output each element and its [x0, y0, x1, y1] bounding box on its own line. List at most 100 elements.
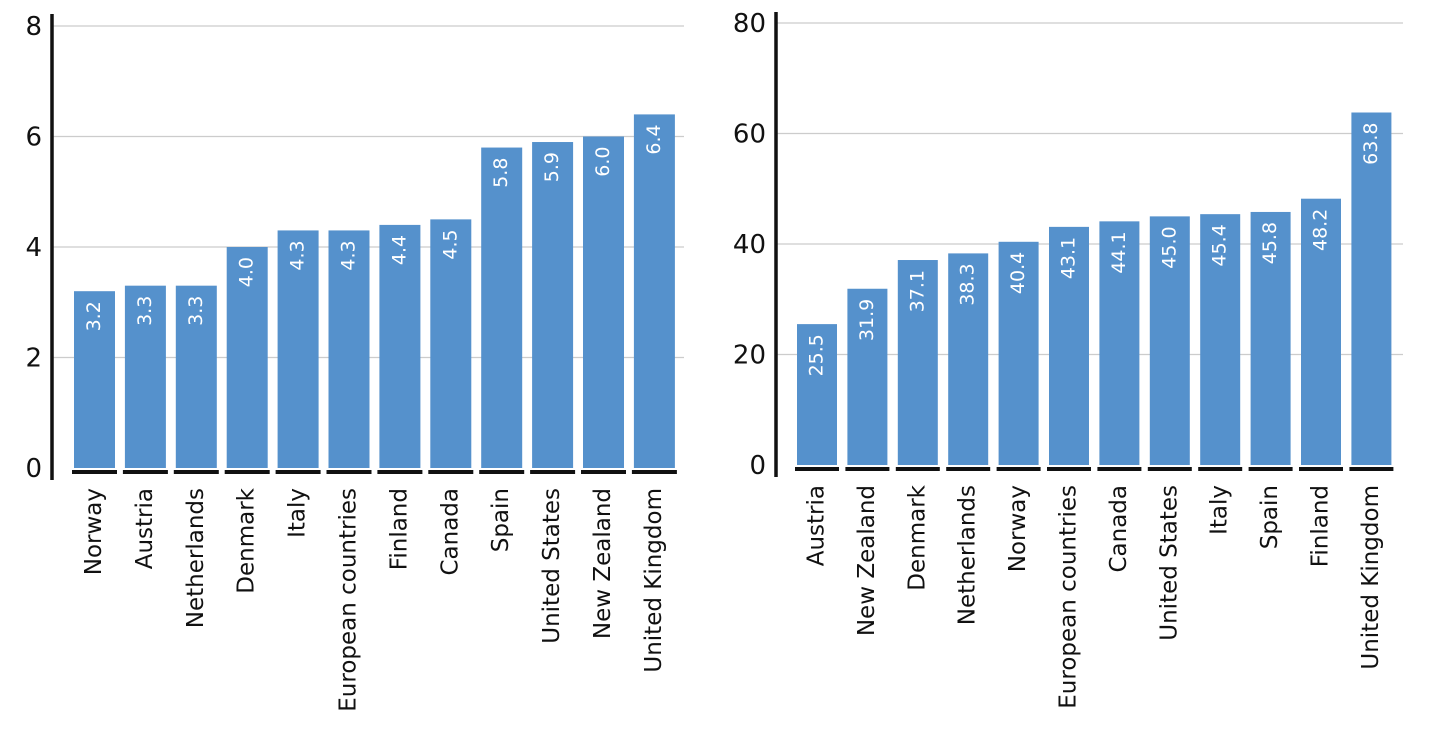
- bar-value-label: 6.0: [592, 147, 614, 177]
- bar-value-label: 6.4: [643, 124, 665, 154]
- bar-value-label: 63.8: [1360, 123, 1382, 165]
- bar-value-label: 43.1: [1058, 237, 1080, 279]
- bar: [481, 147, 523, 469]
- baseline-segment: [1299, 467, 1343, 471]
- bar: [797, 324, 837, 465]
- baseline-segment: [795, 467, 839, 471]
- category-label: European countries: [336, 488, 362, 712]
- category-label: United States: [1156, 485, 1182, 641]
- baseline-segment: [173, 470, 219, 474]
- bar: [998, 241, 1039, 465]
- bar-value-label: 44.1: [1108, 231, 1130, 273]
- bar-value-label: 3.3: [185, 296, 207, 326]
- bar: [430, 219, 472, 468]
- y-tick-label: 40: [733, 230, 766, 260]
- category-label: Norway: [1005, 485, 1031, 572]
- right-bar-chart: 0 20 40 60 80 25.5 Austria 31.9 New Zealand 37.1 D…: [733, 9, 1403, 709]
- category-label: United States: [539, 488, 565, 644]
- bar-value-label: 4.3: [338, 240, 360, 270]
- baseline-segment: [581, 470, 626, 474]
- left-bar-chart: 0 2 4 6 8 3.2 Norway 3.3 Austria 3.3 Netherlands 4.…: [25, 12, 684, 712]
- bar: [277, 230, 319, 468]
- bar-value-label: 45.4: [1209, 224, 1231, 266]
- baseline-segment: [996, 467, 1041, 471]
- y-tick-label: 6: [25, 123, 42, 153]
- category-label: Italy: [1207, 485, 1233, 535]
- baseline-segment: [631, 470, 677, 474]
- bar: [379, 224, 421, 468]
- bar-value-label: 45.0: [1158, 226, 1180, 268]
- category-label: Canada: [437, 488, 463, 576]
- category-label: Denmark: [904, 484, 930, 590]
- baseline-segment: [845, 467, 890, 471]
- bar-value-label: 5.9: [541, 152, 563, 182]
- bar: [1250, 211, 1291, 465]
- bar: [328, 230, 370, 468]
- category-label: Denmark: [234, 487, 260, 593]
- bar: [847, 288, 888, 465]
- category-label: Austria: [804, 485, 830, 566]
- category-label: Italy: [285, 488, 311, 538]
- y-tick-label: 20: [733, 341, 766, 371]
- category-label: United Kingdom: [641, 488, 667, 673]
- bar-value-label: 38.3: [957, 263, 979, 305]
- category-label: European countries: [1056, 485, 1082, 709]
- baseline-segment: [224, 470, 270, 474]
- bar-value-label: 4.0: [236, 257, 258, 287]
- bar: [633, 114, 675, 469]
- bar: [226, 247, 268, 468]
- bar: [1200, 214, 1241, 465]
- baseline-segment: [122, 470, 168, 474]
- bar: [897, 260, 938, 465]
- bar-value-label: 48.2: [1310, 209, 1332, 251]
- baseline-segment: [1097, 467, 1142, 471]
- category-label: Finland: [386, 488, 412, 570]
- category-label: New Zealand: [854, 485, 880, 636]
- y-tick-label: 8: [25, 12, 42, 42]
- baseline-segment: [946, 467, 991, 471]
- category-label: United Kingdom: [1358, 485, 1384, 670]
- bar: [1149, 216, 1190, 465]
- bar-value-label: 45.8: [1259, 222, 1281, 264]
- baseline-segment: [895, 467, 940, 471]
- bar: [1049, 226, 1089, 465]
- y-tick-label: 60: [733, 120, 766, 150]
- bar: [583, 136, 624, 468]
- bar-value-label: 5.8: [490, 158, 512, 188]
- baseline-segment: [1198, 467, 1243, 471]
- baseline-segment: [1349, 467, 1394, 471]
- baseline-segment: [377, 470, 423, 474]
- category-label: Finland: [1308, 485, 1334, 567]
- bar-value-label: 4.4: [388, 235, 410, 265]
- baseline-segment: [530, 470, 576, 474]
- baseline-segment: [275, 470, 321, 474]
- bar: [532, 142, 574, 468]
- y-tick-label: 0: [25, 454, 42, 484]
- bar: [124, 285, 166, 468]
- category-label: Spain: [488, 488, 514, 552]
- bar-value-label: 37.1: [906, 270, 928, 312]
- y-tick-label: 4: [25, 233, 42, 263]
- bar-value-label: 25.5: [806, 334, 828, 376]
- baseline-segment: [428, 470, 474, 474]
- bar: [175, 285, 217, 468]
- bar: [1301, 198, 1341, 465]
- bar-value-label: 3.2: [83, 301, 105, 331]
- bar-value-label: 4.3: [287, 240, 309, 270]
- bar: [948, 253, 989, 465]
- category-label: Norway: [81, 488, 107, 575]
- bar-value-label: 40.4: [1007, 252, 1029, 294]
- baseline-segment: [1248, 467, 1293, 471]
- bar-value-label: 31.9: [856, 299, 878, 341]
- bar: [74, 291, 115, 468]
- category-label: Austria: [132, 488, 158, 569]
- baseline-segment: [1147, 467, 1192, 471]
- category-label: Spain: [1257, 485, 1283, 549]
- bar: [1099, 221, 1140, 465]
- bar-value-label: 3.3: [134, 296, 156, 326]
- baseline-segment: [479, 470, 525, 474]
- baseline-segment: [72, 470, 117, 474]
- baseline-segment: [1047, 467, 1091, 471]
- category-label: Netherlands: [955, 485, 981, 625]
